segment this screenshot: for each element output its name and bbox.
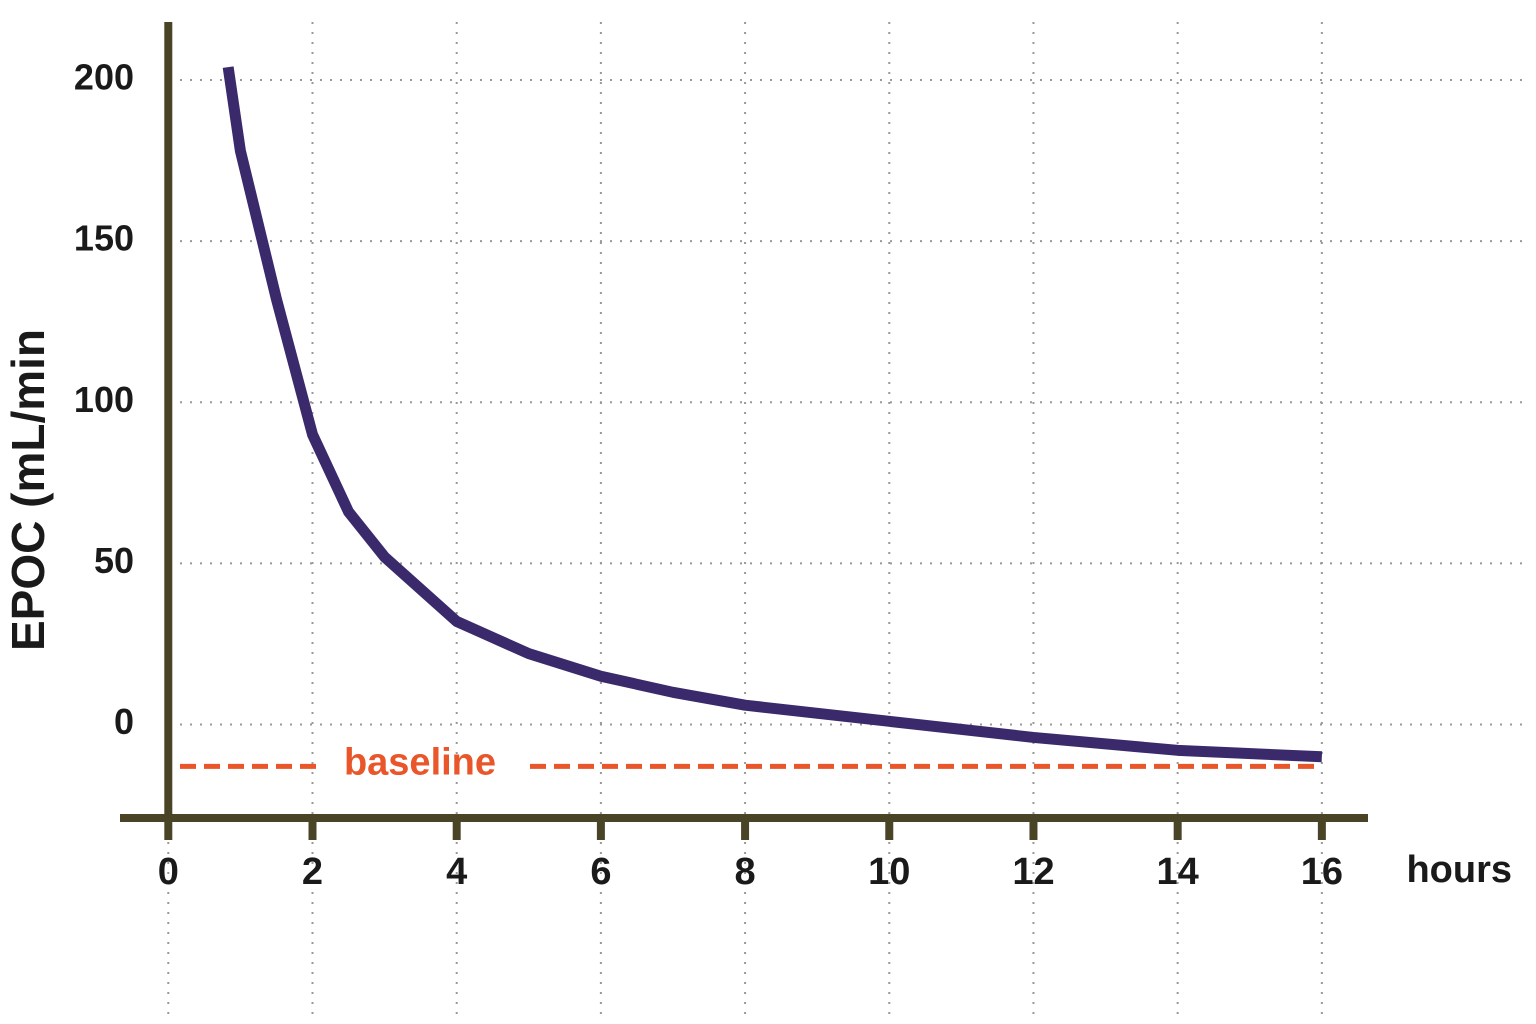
x-tick-label: 14 — [1157, 851, 1199, 893]
y-axis-label: EPOC (mL/min — [2, 329, 54, 651]
y-tick-label: 100 — [74, 379, 134, 420]
x-tick-label: 0 — [158, 851, 179, 893]
x-tick-label: 8 — [735, 851, 756, 893]
x-tick-label: 4 — [446, 851, 467, 893]
x-tick-label: 12 — [1012, 851, 1054, 893]
x-tick-label: 16 — [1301, 851, 1343, 893]
x-tick-label: 6 — [590, 851, 611, 893]
y-tick-label: 200 — [74, 57, 134, 98]
y-tick-label: 150 — [74, 218, 134, 259]
x-tick-label: 10 — [868, 851, 910, 893]
baseline-label: baseline — [344, 741, 496, 783]
y-tick-label: 0 — [114, 701, 134, 742]
x-tick-label: 2 — [302, 851, 323, 893]
x-axis-label: hours — [1406, 849, 1512, 891]
y-tick-label: 50 — [94, 540, 134, 581]
curve — [222, 66, 1323, 763]
